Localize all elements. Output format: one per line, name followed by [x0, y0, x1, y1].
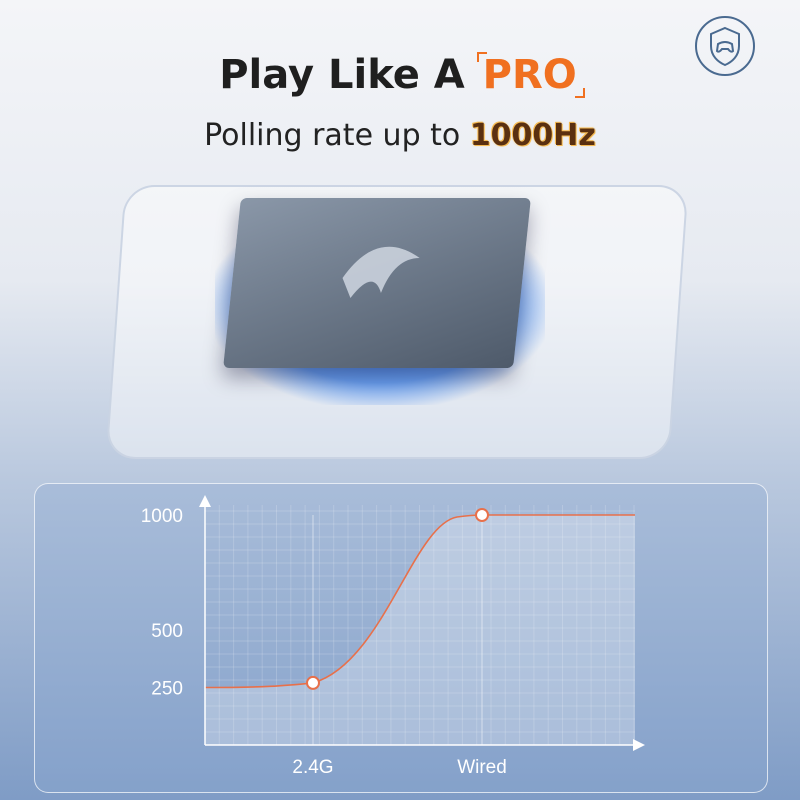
subtitle: Polling rate up to 1000Hz — [0, 118, 800, 153]
data-point — [475, 508, 489, 522]
x-axis-arrow — [633, 739, 645, 751]
headline-text: Play Like A — [219, 52, 479, 98]
data-point — [306, 675, 320, 690]
x-tick-label: 2.4G — [292, 757, 333, 778]
y-tick-label: 500 — [151, 621, 183, 642]
y-axis-arrow — [199, 495, 211, 507]
shield-gamepad-icon — [695, 16, 755, 76]
headline: Play Like A PRO — [0, 52, 800, 98]
y-tick-label: 250 — [151, 679, 183, 700]
x-tick-label: Wired — [457, 757, 507, 778]
subtitle-highlight: 1000Hz — [469, 118, 596, 153]
processor-chip — [223, 198, 531, 368]
brand-logo-icon — [342, 246, 420, 298]
chart-panel — [34, 483, 768, 793]
series-line — [204, 514, 635, 689]
subtitle-text: Polling rate up to — [204, 118, 470, 153]
headline-highlight: PRO — [479, 52, 581, 98]
y-tick-label: 1000 — [141, 506, 183, 527]
